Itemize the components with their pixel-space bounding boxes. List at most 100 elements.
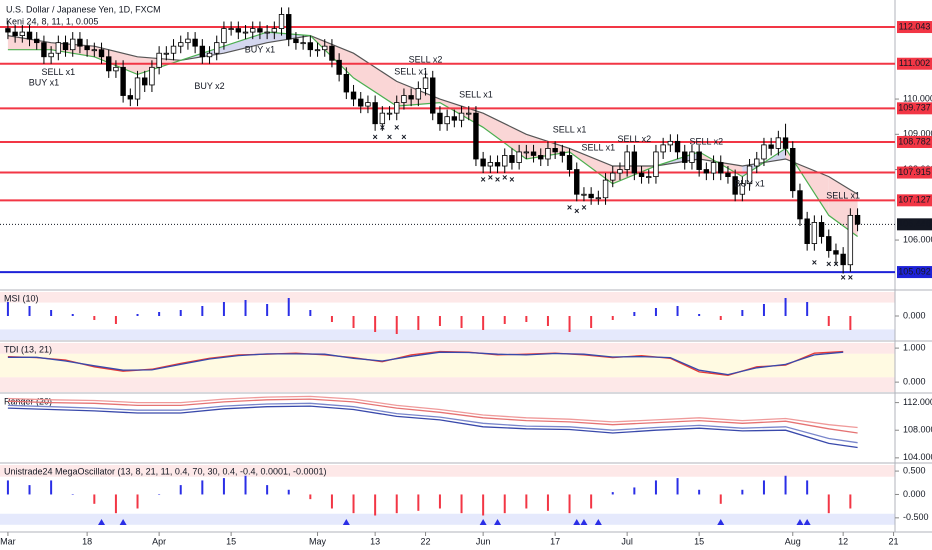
candle-body	[775, 137, 782, 149]
price-label-box	[897, 166, 932, 179]
candle-body	[185, 38, 191, 44]
candle-body	[833, 250, 839, 255]
candle-body	[300, 42, 306, 45]
candle-body	[415, 88, 422, 100]
zone	[0, 343, 895, 354]
histogram-bar	[806, 302, 809, 316]
price-label: 105.092	[898, 266, 931, 276]
signal-mark: ×	[380, 123, 385, 133]
signal-label: SELL x1	[459, 90, 493, 100]
candle-body	[574, 169, 580, 195]
x-tick-label: Mar	[0, 536, 16, 546]
indicator-line	[7, 405, 858, 449]
price-label-box	[897, 21, 932, 34]
histogram-bar	[654, 308, 657, 316]
signal-label: BUY x2	[194, 81, 224, 91]
histogram-bar	[71, 314, 74, 316]
candle-body	[26, 31, 33, 40]
candle-body	[530, 151, 537, 156]
histogram-bar	[266, 304, 269, 316]
histogram-bar	[244, 475, 247, 495]
histogram-bar	[482, 494, 485, 516]
histogram-bar	[525, 494, 528, 509]
candle-body	[34, 38, 40, 44]
signal-label: SELL x1	[394, 67, 428, 77]
histogram-bar	[222, 478, 225, 495]
histogram-bar	[93, 494, 96, 504]
x-tick-label: Jun	[476, 536, 491, 546]
candle-body	[134, 77, 141, 100]
signal-label: BUY x1	[245, 44, 275, 54]
indicator-line	[7, 402, 858, 444]
candle-body	[754, 158, 760, 167]
candle-body	[768, 144, 774, 149]
candle-body	[638, 172, 645, 178]
histogram-bar	[719, 494, 722, 504]
candle-body	[401, 95, 407, 103]
candle-body	[523, 151, 530, 154]
candle-body	[163, 52, 170, 55]
candle-body	[343, 73, 350, 93]
y-tick-label: 0.000	[903, 377, 926, 387]
candle-body	[559, 151, 566, 156]
histogram-bar	[719, 316, 722, 320]
candle-body	[473, 112, 479, 160]
candle-body	[314, 49, 321, 52]
histogram-bar	[417, 494, 420, 511]
candle-body	[278, 14, 285, 29]
signal-label: SELL x1	[41, 67, 75, 77]
candle-body	[840, 253, 846, 266]
candle-body	[444, 116, 450, 125]
candle-body	[430, 77, 436, 114]
candle-body	[62, 42, 69, 51]
candle-body	[761, 144, 767, 160]
signal-label: SELL x2	[409, 54, 443, 64]
candle-body	[782, 137, 789, 149]
price-label-box	[897, 218, 932, 231]
candle-body	[437, 112, 443, 125]
candle-body	[149, 66, 155, 86]
candle-body	[228, 28, 234, 30]
candle-body	[790, 148, 796, 192]
candle-body	[581, 193, 587, 196]
signal-triangle	[803, 519, 811, 525]
histogram-bar	[287, 489, 290, 495]
zone	[0, 353, 895, 378]
signal-label: SELL x1	[826, 190, 860, 200]
histogram-bar	[374, 494, 377, 516]
candle-body	[718, 162, 724, 174]
x-tick-label: 12	[838, 536, 848, 546]
candle-body	[538, 155, 544, 160]
histogram-bar	[698, 314, 701, 316]
signal-label: SELL x2	[690, 136, 724, 146]
candle-body	[192, 38, 198, 47]
histogram-bar	[28, 306, 31, 316]
signal-label: BUY x1	[29, 78, 59, 88]
histogram-bar	[762, 480, 765, 495]
y-tick-label: 108.000	[903, 425, 932, 435]
x-tick-label: Jul	[621, 536, 633, 546]
signal-mark: ×	[848, 273, 853, 283]
price-label: 107.127	[898, 195, 931, 205]
candle-body	[847, 214, 854, 266]
candle-body	[113, 66, 119, 72]
histogram-bar	[784, 298, 787, 316]
histogram-bar	[633, 312, 636, 316]
histogram-bar	[546, 494, 549, 511]
y-tick-label: 104.000	[903, 452, 932, 462]
x-tick-label: 21	[889, 536, 899, 546]
signal-mark: ×	[574, 206, 579, 216]
candle-body	[170, 45, 177, 54]
histogram-bar	[114, 494, 117, 514]
signal-mark: ×	[394, 123, 399, 133]
candle-body	[350, 91, 357, 100]
signal-mark: ×	[567, 203, 572, 213]
candle-body	[588, 193, 594, 199]
histogram-bar	[330, 494, 333, 509]
candle-body	[307, 42, 314, 51]
price-label: 111.002	[899, 58, 930, 68]
candle-body	[732, 176, 738, 195]
candle-body	[48, 52, 54, 58]
x-tick-label: 15	[226, 536, 236, 546]
candle-body	[509, 155, 515, 163]
